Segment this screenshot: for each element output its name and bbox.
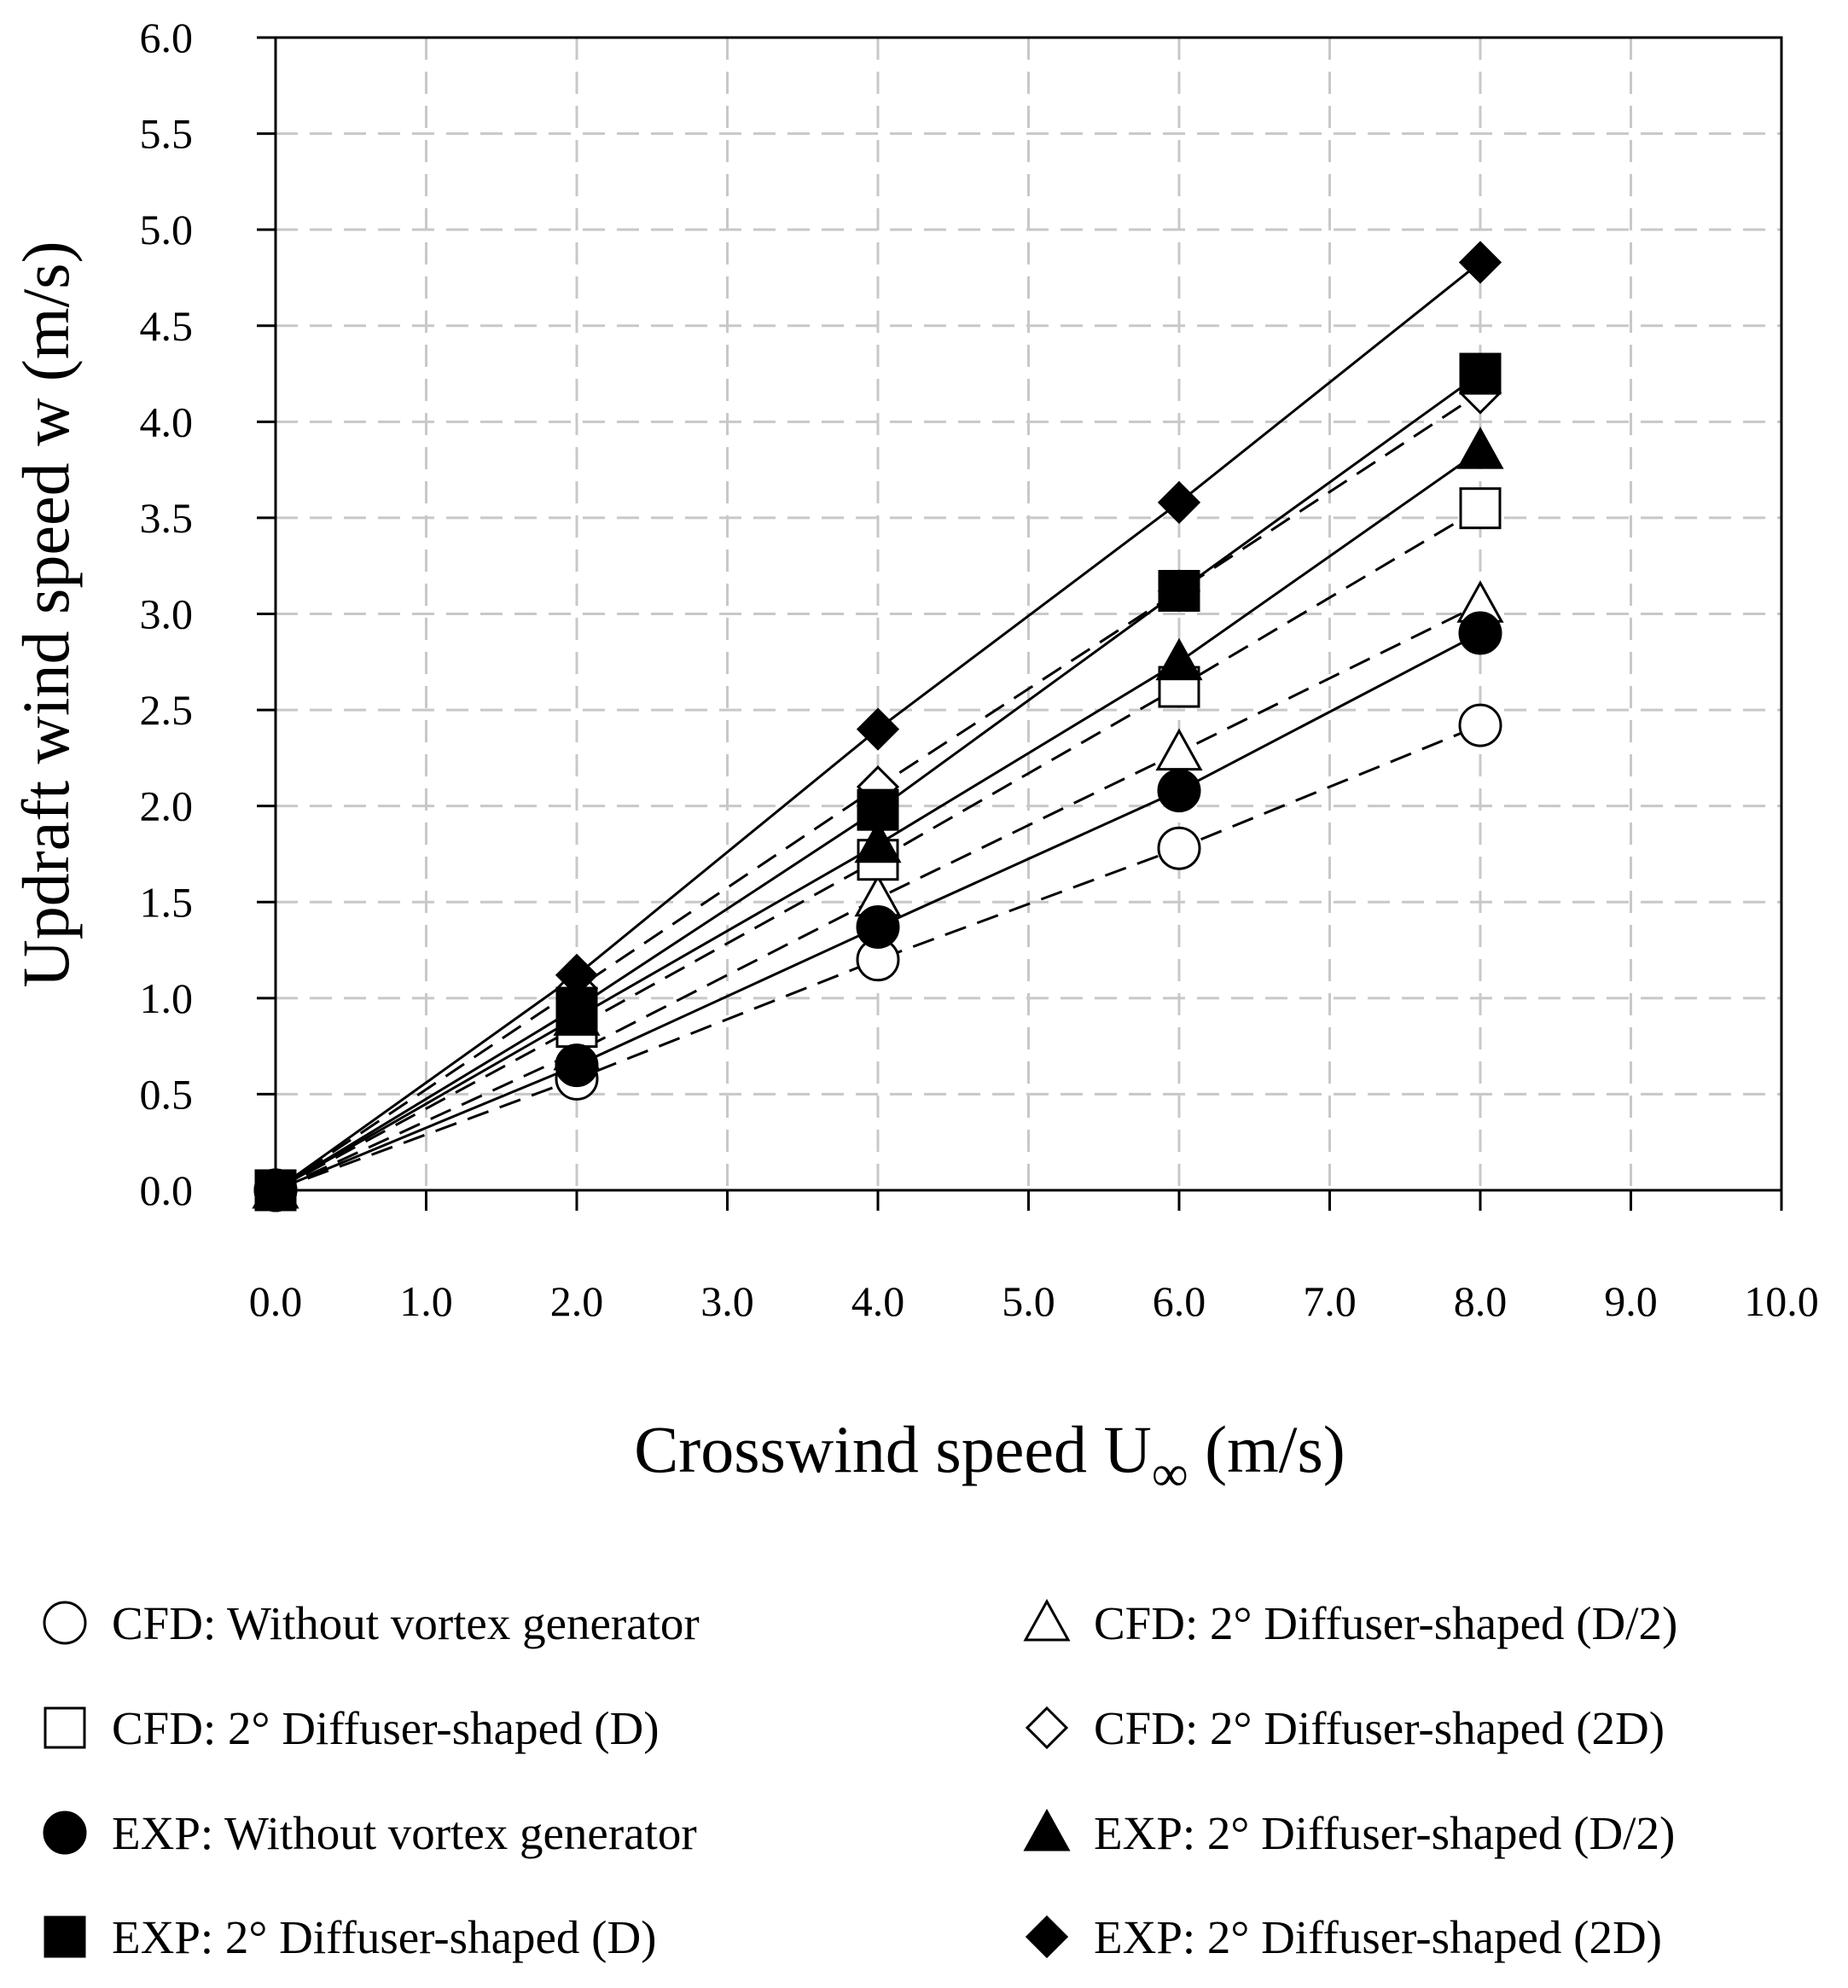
legend-item-exp-without-vortex-generator: EXP: Without vortex generator [43,1807,697,1859]
point-cfd-2-diffuser-shaped-d-4 [1459,487,1502,530]
legend-marker-cfd-2-diffuser-shaped-d-2 [1023,1598,1071,1642]
legend-label-cfd-without-vortex-generator: CFD: Without vortex generator [112,1597,700,1649]
legend-item-cfd-2-diffuser-shaped-d-2: CFD: 2° Diffuser-shaped (D/2) [1023,1597,1677,1649]
y-tick-label-6: 3.0 [140,590,194,638]
point-cfd-without-vortex-generator-3 [1157,826,1201,870]
x-axis-ticks: 0.0 1.0 2.0 3.0 4.0 5.0 6.0 7.0 8.0 9.0 10.0 [249,1190,1819,1325]
x-axis-title-main: Crosswind speed U [634,1412,1152,1486]
y-tick-label-7: 3.5 [140,494,194,542]
legend-label-cfd-2-diffuser-shaped-d-2: CFD: 2° Diffuser-shaped (D/2) [1094,1597,1677,1649]
legend-label-exp-2-diffuser-shaped-d-2: EXP: 2° Diffuser-shaped (D/2) [1094,1807,1675,1859]
point-exp-2-diffuser-shaped-2d-0 [253,1168,298,1212]
y-tick-label-8: 4.0 [140,398,194,445]
point-exp-2-diffuser-shaped-2d-4 [1458,241,1502,284]
point-exp-without-vortex-generator-4 [1458,611,1502,655]
x-tick-label-6: 6.0 [1153,1277,1206,1325]
point-cfd-without-vortex-generator-4 [1458,703,1502,747]
y-tick-label-1: 0.5 [140,1070,194,1118]
x-tick-label-2: 2.0 [550,1277,604,1325]
legend-item-cfd-without-vortex-generator: CFD: Without vortex generator [43,1597,700,1649]
x-axis-title-unit: (m/s) [1188,1412,1345,1486]
point-exp-2-diffuser-shaped-d-2-2 [854,820,902,863]
legend-marker-cfd-without-vortex-generator [43,1601,87,1645]
x-tick-label-5: 5.0 [1002,1277,1055,1325]
legend-label-cfd-2-diffuser-shaped-2d: CFD: 2° Diffuser-shaped (2D) [1094,1702,1665,1754]
point-cfd-2-diffuser-shaped-d-2-3 [1155,728,1203,771]
point-exp-2-diffuser-shaped-d-2-4 [1456,427,1504,469]
legend-marker-exp-2-diffuser-shaped-d [44,1915,86,1958]
y-tick-label-11: 5.5 [140,110,194,158]
series-line-cfd-without-vortex-generator [275,724,1481,1192]
point-exp-without-vortex-generator-1 [555,1043,599,1088]
y-tick-label-12: 6.0 [140,14,194,61]
point-exp-without-vortex-generator-2 [856,905,900,950]
x-tick-label-10: 10.0 [1744,1277,1819,1325]
point-exp-2-diffuser-shaped-2d-2 [856,707,900,751]
point-exp-without-vortex-generator-3 [1157,769,1201,813]
x-tick-label-8: 8.0 [1454,1277,1508,1325]
x-tick-label-3: 3.0 [700,1277,754,1325]
y-tick-label-0: 0.0 [140,1166,194,1214]
x-tick-label-9: 9.0 [1604,1277,1658,1325]
legend-marker-cfd-2-diffuser-shaped-d [44,1706,86,1749]
x-tick-label-7: 7.0 [1303,1277,1357,1325]
point-exp-2-diffuser-shaped-d-2 [857,788,899,831]
legend-label-exp-without-vortex-generator: EXP: Without vortex generator [112,1807,697,1859]
grid-lines [276,38,1781,1190]
y-tick-label-2: 1.0 [140,974,194,1022]
y-axis-ticks: 0.0 0.5 1.0 1.5 2.0 2.5 3.0 3.5 4.0 4.5 5.0 5.5 6.0 [140,14,276,1214]
y-tick-label-10: 5.0 [140,206,194,253]
y-tick-label-5: 2.5 [140,686,194,734]
legend-item-exp-2-diffuser-shaped-d: EXP: 2° Diffuser-shaped (D) [44,1911,657,1963]
x-tick-label-1: 1.0 [399,1277,453,1325]
x-axis-title: Crosswind speed U∞ (m/s) [634,1412,1345,1502]
legend-marker-exp-without-vortex-generator [43,1811,87,1855]
legend-item-cfd-2-diffuser-shaped-d: CFD: 2° Diffuser-shaped (D) [44,1702,660,1754]
point-exp-2-diffuser-shaped-d-2-3 [1155,637,1203,681]
series-markers [252,241,1504,1212]
legend-item-exp-2-diffuser-shaped-2d: EXP: 2° Diffuser-shaped (2D) [1025,1911,1662,1963]
x-tick-label-0: 0.0 [249,1277,303,1325]
legend-label-exp-2-diffuser-shaped-d: EXP: 2° Diffuser-shaped (D) [112,1911,657,1963]
legend-marker-exp-2-diffuser-shaped-2d [1025,1915,1069,1959]
point-exp-2-diffuser-shaped-d-4 [1459,352,1502,395]
point-exp-2-diffuser-shaped-2d-1 [555,953,599,997]
legend-label-cfd-2-diffuser-shaped-d: CFD: 2° Diffuser-shaped (D) [112,1702,660,1754]
y-axis-title: Updraft wind speed w (m/s) [9,241,83,987]
legend-marker-exp-2-diffuser-shaped-d-2 [1023,1808,1071,1851]
point-exp-2-diffuser-shaped-d-3 [1158,569,1200,612]
point-exp-2-diffuser-shaped-2d-3 [1157,480,1201,525]
y-tick-label-4: 2.0 [140,782,194,830]
x-axis-title-subscript: ∞ [1152,1445,1188,1502]
legend: CFD: Without vortex generator CFD: 2° Dif… [43,1597,1677,1963]
legend-item-cfd-2-diffuser-shaped-2d: CFD: 2° Diffuser-shaped (2D) [1025,1702,1665,1754]
x-tick-label-4: 4.0 [851,1277,905,1325]
legend-marker-cfd-2-diffuser-shaped-2d [1025,1706,1069,1750]
y-tick-label-3: 1.5 [140,878,194,926]
y-tick-label-9: 4.5 [140,302,194,350]
legend-label-exp-2-diffuser-shaped-2d: EXP: 2° Diffuser-shaped (2D) [1094,1911,1662,1963]
legend-item-exp-2-diffuser-shaped-d-2: EXP: 2° Diffuser-shaped (D/2) [1023,1807,1675,1859]
